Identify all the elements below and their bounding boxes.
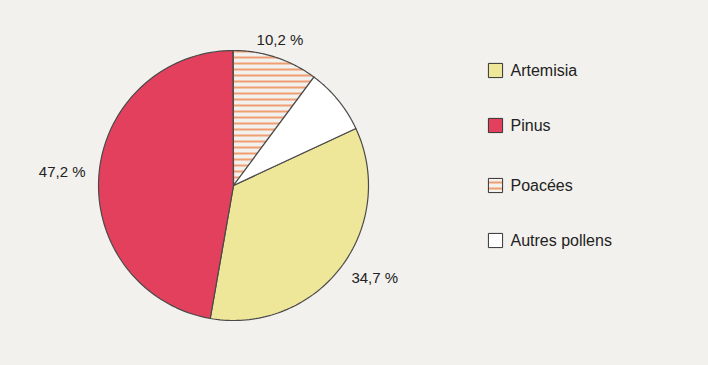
svg-text:47,2 %: 47,2 %	[39, 163, 86, 180]
svg-text:34,7 %: 34,7 %	[351, 269, 398, 286]
svg-text:Pinus: Pinus	[511, 117, 551, 134]
svg-text:10,2 %: 10,2 %	[257, 31, 304, 48]
svg-text:Artemisia: Artemisia	[511, 62, 578, 79]
svg-text:Poacées: Poacées	[511, 177, 573, 194]
svg-text:Autres pollens: Autres pollens	[511, 232, 612, 249]
